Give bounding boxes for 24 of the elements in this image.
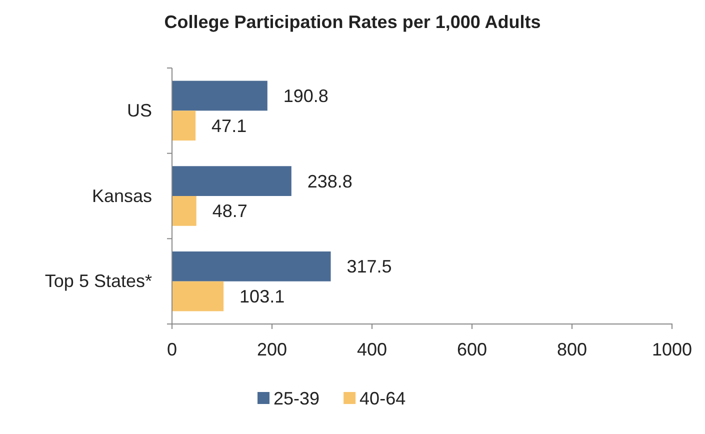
- data-label: 47.1: [212, 116, 247, 136]
- bar: [172, 281, 224, 312]
- legend-label: 40-64: [360, 388, 406, 408]
- bar: [172, 166, 292, 196]
- legend-label: 25-39: [274, 388, 320, 408]
- x-tick-label: 400: [356, 339, 388, 360]
- bar: [172, 80, 268, 111]
- data-label: 190.8: [283, 86, 328, 106]
- y-tick-label: US: [126, 100, 152, 120]
- x-tick-label: 0: [166, 339, 178, 360]
- data-label: 238.8: [307, 171, 352, 192]
- bar: [172, 251, 331, 282]
- data-label: 103.1: [240, 286, 285, 307]
- x-tick-label: 200: [256, 339, 288, 360]
- bar: [172, 196, 196, 226]
- y-tick-label: Kansas: [92, 186, 152, 206]
- x-tick-label: 800: [556, 339, 588, 360]
- data-label: 48.7: [212, 201, 248, 222]
- x-tick-label: 600: [456, 339, 488, 360]
- data-label: 317.5: [346, 256, 392, 277]
- chart-title: College Participation Rates per 1,000 Adults: [164, 12, 541, 32]
- bar: [172, 110, 196, 141]
- x-tick-label: 1000: [652, 339, 692, 360]
- y-tick-label: Top 5 States*: [44, 271, 152, 292]
